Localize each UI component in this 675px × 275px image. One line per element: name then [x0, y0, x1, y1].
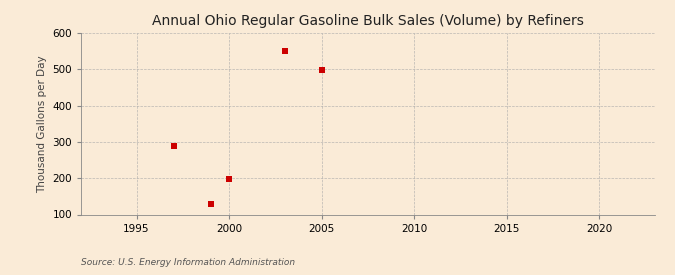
Y-axis label: Thousand Gallons per Day: Thousand Gallons per Day — [37, 55, 47, 192]
Text: Source: U.S. Energy Information Administration: Source: U.S. Energy Information Administ… — [81, 258, 295, 267]
Title: Annual Ohio Regular Gasoline Bulk Sales (Volume) by Refiners: Annual Ohio Regular Gasoline Bulk Sales … — [152, 14, 584, 28]
